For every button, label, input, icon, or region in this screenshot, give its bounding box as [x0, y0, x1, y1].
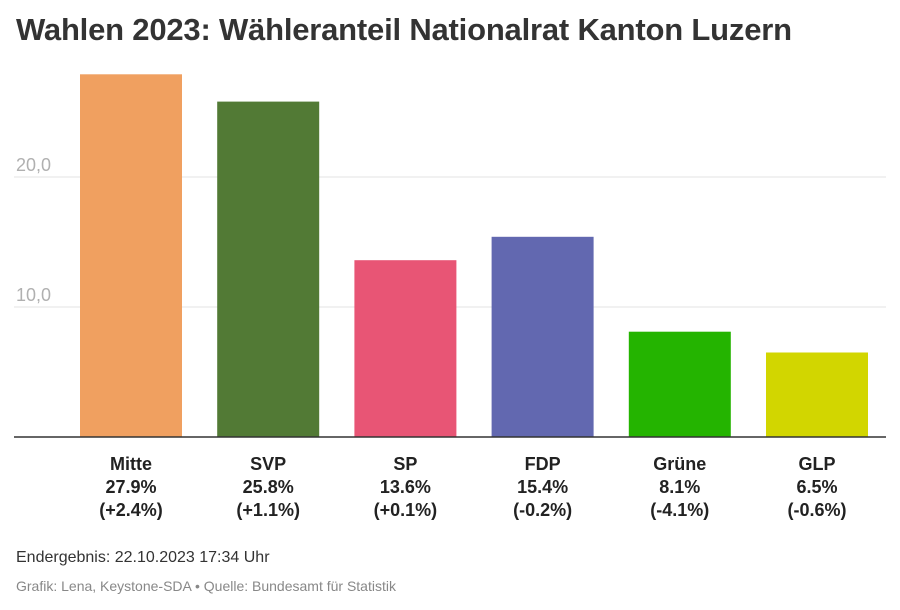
share-change: (-0.6%)	[787, 500, 846, 520]
y-tick-label: 10,0	[16, 285, 51, 305]
share-value: 15.4%	[517, 477, 568, 497]
share-value: 13.6%	[380, 477, 431, 497]
bar-fdp	[491, 236, 594, 437]
category-name: Mitte	[110, 454, 152, 474]
share-change: (-4.1%)	[650, 500, 709, 520]
result-status: Endergebnis: 22.10.2023 17:34 Uhr	[16, 549, 270, 566]
share-change: (+1.1%)	[236, 500, 300, 520]
bar-glp	[766, 352, 868, 437]
category-name: SP	[393, 454, 417, 474]
y-tick-label: 20,0	[16, 155, 51, 175]
bar-mitte	[80, 74, 182, 438]
share-change: (+2.4%)	[99, 500, 163, 520]
share-change: (+0.1%)	[374, 500, 438, 520]
category-name: Grüne	[653, 454, 706, 474]
category-name: GLP	[798, 454, 835, 474]
source-credits: Grafik: Lena, Keystone-SDA • Quelle: Bun…	[16, 578, 396, 594]
category-name: FDP	[525, 454, 561, 474]
share-value: 27.9%	[105, 477, 156, 497]
share-value: 8.1%	[659, 477, 700, 497]
share-change: (-0.2%)	[513, 500, 572, 520]
share-value: 25.8%	[243, 477, 294, 497]
bar-gr-ne	[628, 331, 731, 437]
bars	[80, 74, 868, 438]
chart-title: Wahlen 2023: Wähleranteil Nationalrat Ka…	[16, 12, 792, 47]
share-value: 6.5%	[796, 477, 837, 497]
category-labels: Mitte 27.9% (+2.4%) SVP 25.8% (+1.1%) SP 13.6% (…	[99, 454, 846, 520]
category-name: SVP	[250, 454, 286, 474]
bar-sp	[354, 260, 457, 437]
bar-svp	[217, 101, 320, 437]
